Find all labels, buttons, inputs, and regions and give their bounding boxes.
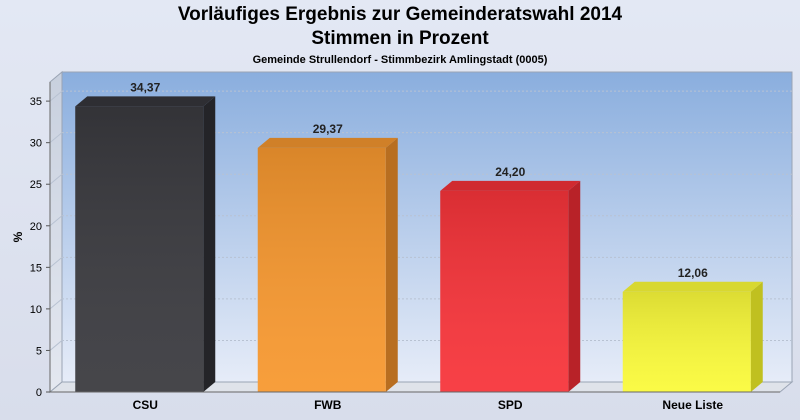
- gridline-side: [49, 173, 63, 185]
- bar-value-label: 12,06: [678, 266, 708, 280]
- y-tick-label: 10: [30, 304, 42, 316]
- bar-side: [385, 137, 398, 392]
- y-tick-label: 5: [36, 345, 42, 357]
- bar-shade: [257, 147, 386, 392]
- gridline-side: [49, 256, 63, 268]
- plot-left-wall: [49, 70, 63, 394]
- gridline-side: [49, 298, 63, 310]
- y-tick-label: 25: [30, 179, 42, 191]
- chart-subtitle: Gemeinde Strullendorf - Stimmbezirk Amli…: [252, 54, 548, 66]
- gridline-side: [49, 132, 63, 144]
- bar-value-label: 34,37: [130, 80, 160, 94]
- bar-side: [568, 180, 581, 392]
- chart-title-line2: Stimmen in Prozent: [311, 28, 489, 49]
- bar-side: [203, 96, 216, 393]
- bar-top: [440, 180, 581, 191]
- x-tick-label: SPD: [498, 398, 523, 412]
- bar-shade: [440, 190, 569, 392]
- y-axis-label: %: [11, 231, 25, 242]
- y-tick-label: 15: [30, 262, 42, 274]
- bar-top: [75, 96, 216, 107]
- gridline-side: [49, 90, 63, 102]
- x-tick-label: FWB: [314, 398, 342, 412]
- gridline-side: [49, 215, 63, 227]
- bar-shade: [622, 291, 751, 392]
- y-tick-label: 20: [30, 221, 42, 233]
- bar-side: [750, 281, 763, 392]
- gridline-side: [49, 340, 63, 351]
- bar-top: [257, 137, 398, 148]
- x-tick-label: Neue Liste: [662, 398, 723, 412]
- y-tick-label: 0: [36, 387, 42, 399]
- chart-title: Vorläufiges Ergebnis zur Gemeinderatswah…: [177, 4, 623, 25]
- bar-value-label: 29,37: [313, 122, 343, 136]
- y-tick-label: 35: [30, 96, 42, 108]
- bar-shade: [75, 106, 204, 393]
- x-tick-label: CSU: [133, 398, 158, 412]
- y-tick-label: 30: [30, 138, 42, 150]
- bar-value-label: 24,20: [495, 165, 525, 179]
- bar-top: [622, 281, 763, 292]
